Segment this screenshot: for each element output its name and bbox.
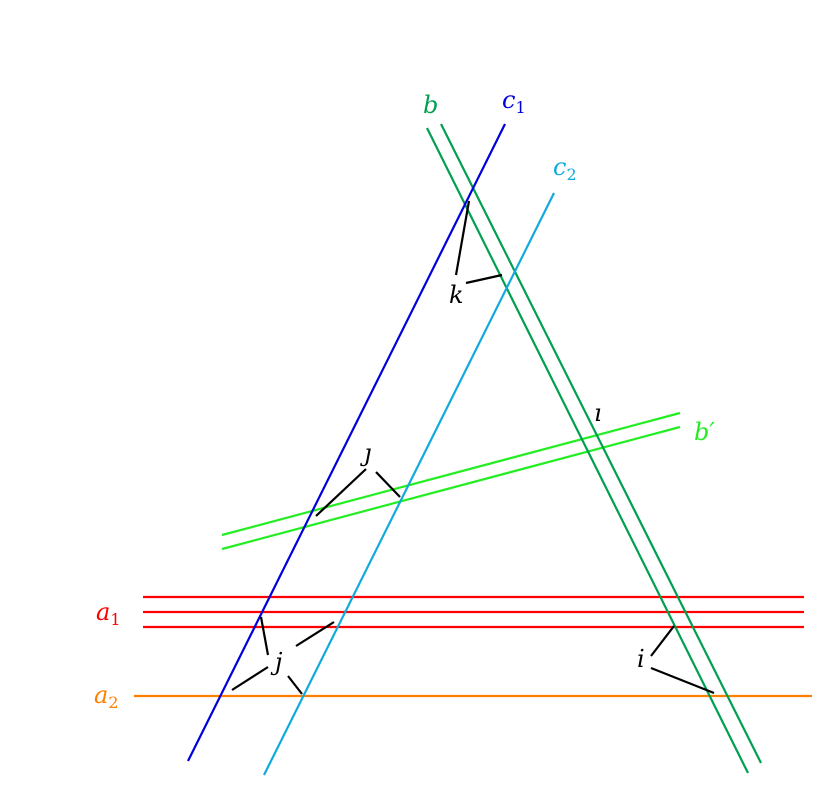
label-j: j [270, 648, 283, 676]
j-marker-upright [295, 621, 335, 647]
k-marker-left [454, 200, 471, 276]
j-marker-downleft [231, 666, 269, 691]
b-prime-line-upper [221, 411, 681, 537]
label-b-prime: b′ [694, 418, 715, 446]
c1-line [187, 123, 506, 762]
label-dotless-i: ı [594, 399, 602, 427]
label-a1-sub: 1 [110, 610, 120, 629]
b-line-left [426, 127, 749, 774]
label-c1-base: c [502, 86, 515, 114]
b-prime-line-lower [221, 425, 681, 551]
label-a1: a1 [96, 598, 121, 629]
label-c1: c1 [502, 86, 526, 117]
angle-markers [231, 200, 715, 695]
dotless-j-marker-right [375, 471, 401, 498]
label-b: b [423, 91, 438, 119]
label-k: k [449, 281, 464, 309]
k-marker-right [465, 273, 503, 285]
i-marker-up [650, 625, 675, 657]
label-c2-base: c [553, 153, 566, 181]
a1-lines [143, 595, 804, 629]
b-line-right [440, 123, 762, 764]
c2-line [263, 192, 555, 776]
j-marker-up [259, 616, 270, 656]
label-i: i [637, 645, 645, 673]
label-a2-base: a [94, 681, 108, 709]
label-c2: c2 [553, 153, 577, 184]
dotless-j-marker-left [315, 468, 367, 517]
b-prime-lines [221, 411, 681, 551]
label-a2: a2 [94, 681, 119, 712]
label-a2-sub: 2 [108, 693, 118, 712]
label-c2-sub: 2 [566, 165, 576, 184]
label-dotless-j: ȷ [360, 439, 371, 467]
label-a1-base: a [96, 598, 110, 626]
label-c1-sub: 1 [515, 98, 525, 117]
b-lines [426, 123, 762, 774]
j-marker-downright [287, 675, 303, 695]
i-marker-down [650, 666, 715, 695]
